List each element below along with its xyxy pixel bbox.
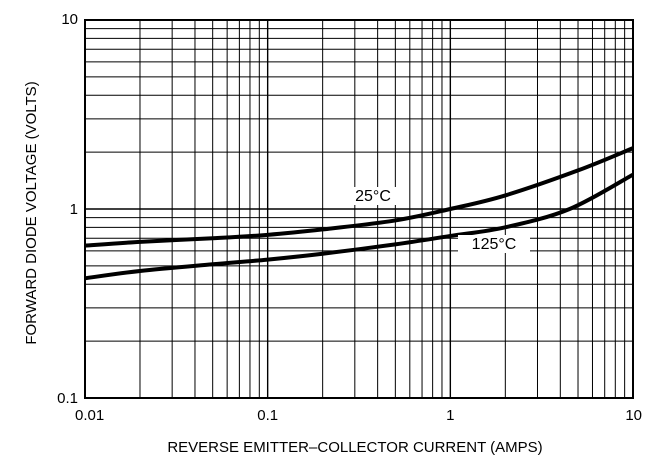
series-label-1: 125°C [472, 236, 517, 253]
series-label-bg [458, 235, 530, 253]
series-label-0: 25°C [355, 188, 391, 205]
x-tick-label: 0.1 [257, 407, 278, 424]
x-tick-label: 0.01 [75, 407, 104, 424]
y-tick-label: 0.1 [57, 390, 78, 407]
y-tick-label: 1 [70, 201, 78, 218]
x-axis-title: REVERSE EMITTER–COLLECTOR CURRENT (AMPS) [167, 439, 542, 456]
y-axis-title: FORWARD DIODE VOLTAGE (VOLTS) [23, 81, 40, 344]
series-label-bg [342, 187, 404, 205]
plot-frame [84, 19, 634, 399]
series-layer [84, 146, 634, 281]
grid [85, 20, 633, 398]
series-labels: 25°C 125°C [342, 187, 530, 253]
x-tick-label: 10 [625, 407, 642, 424]
x-tick-label: 1 [446, 407, 454, 424]
series-line-1 [84, 172, 634, 281]
y-tick-label: 10 [61, 11, 78, 28]
series-line-0 [84, 146, 634, 248]
